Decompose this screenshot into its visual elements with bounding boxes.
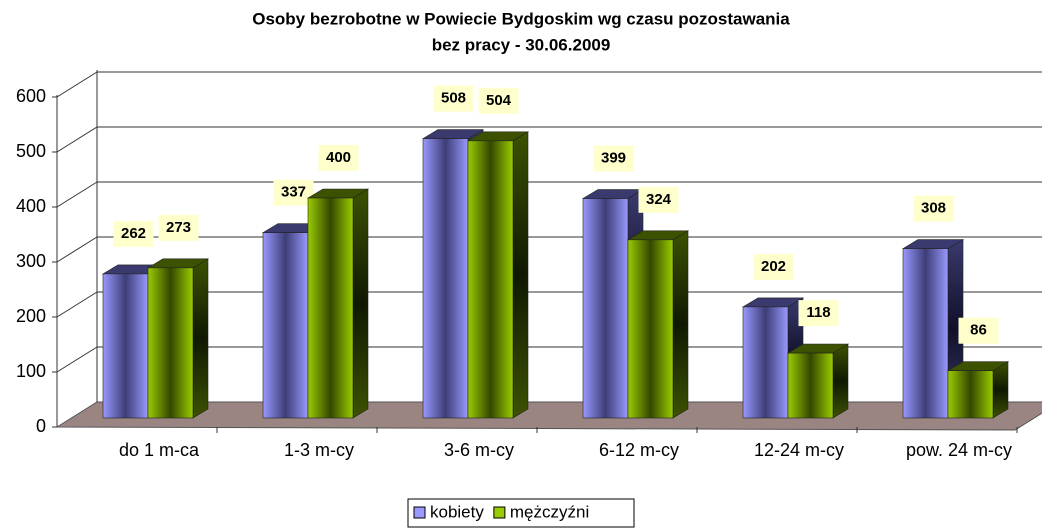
bar — [467, 140, 514, 419]
legend-swatch — [493, 506, 506, 519]
bar-side — [992, 361, 1009, 419]
grid-line — [56, 236, 98, 263]
grid-line — [56, 181, 98, 208]
data-label-bg — [958, 317, 999, 344]
data-label-bg — [638, 186, 679, 213]
data-label-bg — [798, 300, 839, 327]
y-tick-label: 500 — [16, 141, 46, 161]
legend-label: mężczyźni — [510, 502, 589, 521]
legend-label: kobiety — [430, 502, 484, 521]
y-tick-label: 400 — [16, 196, 46, 216]
data-label: 86 — [970, 322, 987, 339]
data-label-bg — [478, 87, 519, 114]
bar — [307, 197, 354, 419]
y-tick-label: 300 — [16, 251, 46, 271]
bar-side — [192, 258, 209, 419]
x-tick-label: 6-12 m-cy — [599, 440, 679, 460]
data-label: 262 — [121, 225, 146, 242]
y-tick-label: 100 — [16, 361, 46, 381]
data-label: 308 — [921, 200, 946, 217]
y-tick-label: 600 — [16, 86, 46, 106]
y-tick-label: 0 — [36, 416, 46, 436]
bar — [582, 198, 629, 419]
bar-side — [832, 343, 849, 419]
data-label: 337 — [281, 184, 306, 201]
bar — [422, 138, 469, 419]
bar — [787, 352, 834, 419]
data-label: 324 — [646, 191, 672, 208]
x-tick-label: pow. 24 m-cy — [906, 440, 1012, 460]
data-label-bg — [273, 179, 314, 206]
data-label: 400 — [326, 149, 351, 166]
bar-side — [512, 131, 529, 419]
bar — [742, 306, 789, 419]
data-label: 508 — [441, 90, 466, 107]
bar — [102, 273, 149, 419]
data-label-bg — [433, 85, 474, 112]
data-label-bg — [318, 145, 359, 171]
data-label-bg — [753, 253, 794, 280]
data-label: 399 — [601, 150, 626, 167]
bar — [262, 232, 309, 419]
grid-line — [56, 126, 98, 153]
data-label-bg — [593, 145, 634, 172]
bar-side — [352, 188, 369, 419]
chart-title: bez pracy - 30.06.2009 — [432, 35, 611, 54]
grid-line — [56, 291, 98, 318]
bar-side — [672, 230, 689, 419]
bar — [147, 267, 194, 419]
legend-swatch — [413, 506, 426, 519]
data-label-bg — [913, 195, 954, 222]
chart-title: Osoby bezrobotne w Powiecie Bydgoskim wg… — [252, 9, 790, 28]
x-tick-label: 1-3 m-cy — [284, 440, 354, 460]
bar — [627, 239, 674, 419]
data-label: 118 — [806, 304, 830, 321]
y-tick-label: 200 — [16, 306, 46, 326]
data-label: 273 — [166, 219, 191, 236]
legend — [407, 498, 635, 528]
grid-line — [56, 71, 98, 98]
x-tick-label: do 1 m-ca — [119, 440, 200, 460]
data-label: 504 — [486, 92, 512, 109]
grid-line — [56, 346, 98, 373]
data-label-bg — [158, 214, 199, 241]
data-label: 202 — [761, 258, 786, 275]
data-label-bg — [113, 220, 154, 247]
x-tick-label: 12-24 m-cy — [754, 440, 844, 460]
bar — [947, 370, 994, 419]
bar — [902, 248, 949, 419]
x-tick-label: 3-6 m-cy — [444, 440, 514, 460]
